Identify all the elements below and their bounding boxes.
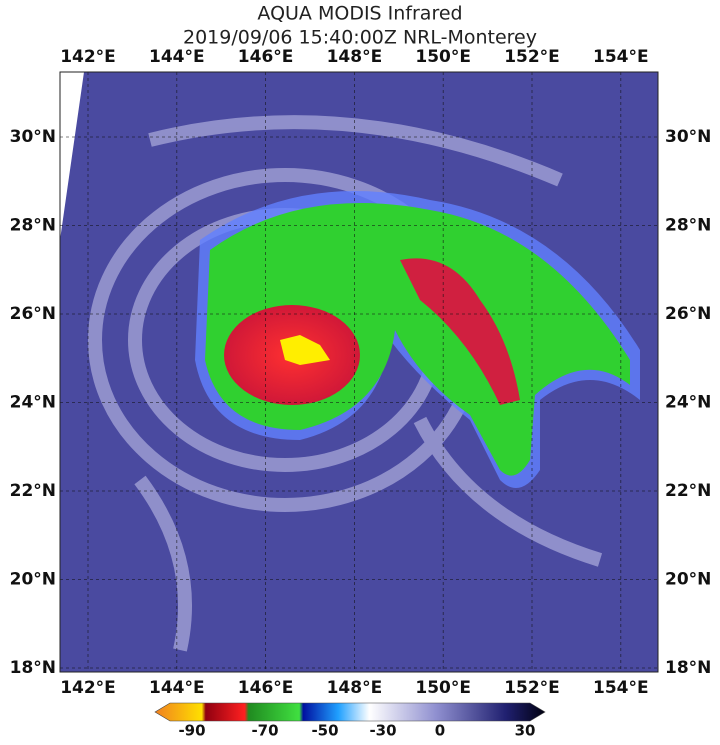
longitude-label: 148°E <box>327 47 383 67</box>
colorbar <box>154 702 546 722</box>
colorbar-label: -50 <box>311 722 338 740</box>
latitude-label: 30°N <box>665 127 711 147</box>
latitude-label: 20°N <box>665 570 711 590</box>
longitude-label: 142°E <box>60 678 116 698</box>
coldest-tops <box>280 335 330 365</box>
graticule <box>60 72 658 672</box>
title-line: AQUA MODIS Infrared <box>257 3 462 25</box>
colorbar-label: -70 <box>251 722 278 740</box>
latitude-label: 28°N <box>10 216 56 236</box>
cold-cloud <box>205 203 630 476</box>
latitude-label: 26°N <box>665 304 711 324</box>
title-line: 2019/09/06 15:40:00Z NRL-Monterey <box>183 27 537 49</box>
map-frame <box>59 71 659 673</box>
colorbar-label: 0 <box>435 722 445 740</box>
latitude-label: 30°N <box>10 127 56 147</box>
latitude-label: 18°N <box>665 658 711 678</box>
latitude-label: 22°N <box>10 481 56 501</box>
colorbar-labels: -90 -70 -50 -30 0 30 <box>178 722 535 740</box>
longitude-label: 146°E <box>238 678 294 698</box>
longitude-label: 152°E <box>504 47 560 67</box>
latitude-label: 26°N <box>10 304 56 324</box>
colorbar-label: -30 <box>369 722 396 740</box>
longitude-label: 154°E <box>593 678 649 698</box>
cold-cloud-core <box>400 258 520 405</box>
satellite-image <box>60 72 658 672</box>
latitude-label: 18°N <box>10 658 56 678</box>
latitude-label: 24°N <box>665 393 711 413</box>
longitude-label: 150°E <box>415 47 471 67</box>
no-data <box>60 72 84 240</box>
longitude-label: 150°E <box>415 678 471 698</box>
latitude-label: 22°N <box>665 481 711 501</box>
longitude-label: 146°E <box>238 47 294 67</box>
longitude-label: 142°E <box>60 47 116 67</box>
longitude-label: 144°E <box>149 678 205 698</box>
colorbar-label: 30 <box>515 722 536 740</box>
longitude-label: 144°E <box>149 47 205 67</box>
longitude-label: 154°E <box>593 47 649 67</box>
latitude-label: 20°N <box>10 570 56 590</box>
latitude-label: 28°N <box>665 216 711 236</box>
colorbar-label: -90 <box>178 722 205 740</box>
latitude-label: 24°N <box>10 393 56 413</box>
longitude-label: 148°E <box>327 678 383 698</box>
longitude-label: 152°E <box>504 678 560 698</box>
